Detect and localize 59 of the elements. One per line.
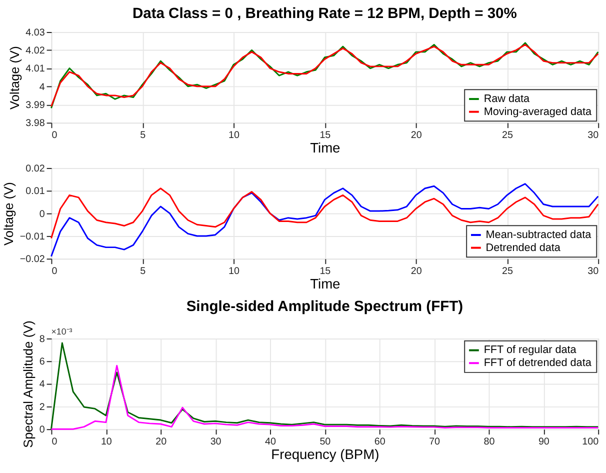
- legend-label: Mean-subtracted data: [486, 228, 592, 241]
- y-tick-label: 4.02: [26, 46, 45, 57]
- x-tick-label: 30: [588, 130, 600, 141]
- x-tick-label: 100: [582, 436, 600, 448]
- legend-label: Raw data: [484, 92, 531, 105]
- chart-title: Single-sided Amplitude Spectrum (FFT): [186, 298, 464, 315]
- x-tick-label: 25: [502, 130, 514, 141]
- x-tick-label: 10: [228, 266, 240, 277]
- x-tick-label: 20: [156, 436, 168, 448]
- y-axis-title: Spectral Amplitude (V): [20, 320, 36, 448]
- x-axis-title: Frequency (BPM): [271, 447, 380, 462]
- y-tick-label: −0.02: [20, 254, 45, 266]
- y-tick-label: 6: [39, 356, 46, 368]
- x-tick-label: 30: [588, 266, 600, 277]
- y-tick-label: 4: [39, 379, 46, 390]
- chart-title: Data Class = 0 , Breathing Rate = 12 BPM, Depth = 30%: [132, 6, 517, 22]
- y-tick-label: 0.01: [26, 186, 45, 198]
- x-tick-label: 10: [228, 130, 240, 141]
- x-axis-title: Time: [310, 140, 341, 156]
- x-tick-label: 25: [502, 266, 514, 277]
- x-tick-label: 60: [374, 436, 386, 448]
- x-tick-label: 10: [100, 436, 112, 448]
- x-tick-label: 70: [429, 436, 441, 448]
- x-tick-label: 40: [265, 436, 276, 448]
- x-tick-label: 20: [410, 130, 422, 141]
- x-tick-label: 5: [140, 130, 146, 141]
- line-series: [50, 188, 599, 239]
- legend-label: Detrended data: [486, 242, 562, 254]
- y-tick-label: 0: [39, 424, 46, 436]
- x-tick-label: 0: [52, 130, 58, 141]
- x-tick-label: 50: [320, 436, 332, 448]
- y-tick-label: 0.02: [26, 163, 45, 174]
- x-tick-label: 0: [52, 436, 58, 448]
- y-axis-title: Voltage (V): [1, 182, 16, 246]
- text: ×10⁻³: [51, 326, 72, 337]
- x-tick-label: 15: [320, 266, 332, 277]
- legend-label: Moving-averaged data: [484, 106, 593, 118]
- x-tick-label: 5: [140, 266, 146, 277]
- legend-label: FFT of detrended data: [484, 357, 592, 370]
- x-tick-label: 80: [484, 436, 496, 448]
- x-axis-title: Time: [310, 276, 341, 292]
- x-tick-label: 15: [320, 130, 332, 141]
- y-tick-label: 8: [39, 334, 46, 345]
- y-tick-label: 4: [39, 82, 46, 93]
- x-tick-label: 0: [52, 266, 58, 277]
- x-tick-label: 90: [538, 436, 550, 448]
- line-series: [50, 183, 599, 258]
- y-tick-label: 4.03: [26, 27, 46, 38]
- y-tick-label: 0: [39, 208, 46, 220]
- legend-label: FFT of regular data: [484, 344, 578, 356]
- y-tick-label: −0.01: [20, 231, 45, 242]
- x-tick-label: 30: [210, 436, 222, 448]
- y-tick-label: 3.99: [26, 100, 46, 111]
- line-series: [50, 342, 599, 430]
- y-axis-title: Voltage (V): [6, 46, 22, 110]
- y-tick-label: 2: [39, 402, 45, 413]
- y-tick-label: 4.01: [26, 64, 45, 75]
- y-tick-label: 3.98: [26, 118, 46, 130]
- x-tick-label: 20: [410, 266, 422, 277]
